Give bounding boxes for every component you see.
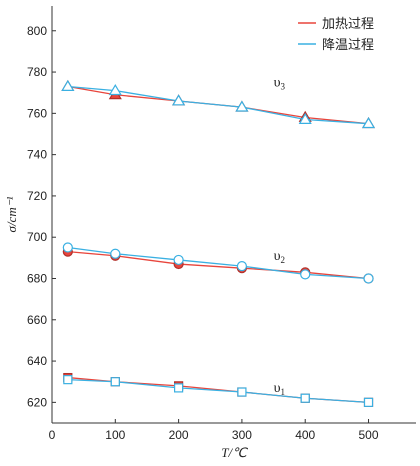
y-tick-label: 700	[27, 230, 47, 244]
data-point	[363, 273, 374, 284]
y-axis-label: σ/cm⁻¹	[4, 196, 19, 232]
annotation-subscript: 1	[281, 387, 286, 397]
y-tick-label: 760	[27, 106, 47, 120]
series-line	[67, 85, 369, 125]
axes: 0 100 200 300 400 500 620 640 660 680 700 720 740 760…	[27, 6, 416, 442]
series-υ2-cooling	[62, 242, 374, 284]
data-point	[298, 112, 312, 124]
data-point	[110, 377, 120, 387]
y-tick-label: 800	[27, 24, 47, 38]
data-point	[62, 242, 73, 253]
data-point	[110, 248, 121, 259]
data-point	[363, 397, 374, 407]
data-point	[300, 393, 310, 403]
annotation-base: υ	[274, 76, 281, 91]
data-point	[300, 269, 311, 280]
annotation-label: υ3	[274, 76, 286, 92]
x-axis-label: T/℃	[221, 445, 248, 460]
x-tick-label: 500	[359, 428, 379, 442]
series-υ3-cooling	[61, 79, 376, 129]
data-point	[235, 100, 249, 112]
annotation-label: υ2	[274, 249, 285, 265]
data-point	[63, 375, 73, 385]
annotation-base: υ	[274, 249, 281, 264]
annotation-label: υ1	[274, 381, 285, 397]
data-point	[172, 94, 186, 106]
y-tick-label: 720	[27, 189, 47, 203]
series-υ1-cooling	[63, 375, 374, 407]
series-line	[67, 378, 369, 404]
y-tick-label: 660	[27, 313, 47, 327]
y-tick-label: 620	[27, 395, 47, 409]
annotation-subscript: 3	[281, 82, 286, 92]
data-point	[61, 79, 75, 91]
data-point	[174, 383, 184, 393]
data-point	[237, 387, 247, 397]
annotation-subscript: 2	[281, 255, 286, 265]
x-tick-label: 400	[295, 428, 315, 442]
data-point	[108, 83, 122, 96]
x-tick-label: 100	[105, 428, 125, 442]
legend-label: 降温过程	[322, 38, 374, 53]
y-tick-label: 740	[27, 148, 47, 162]
series-layer	[61, 79, 376, 407]
data-point	[361, 116, 376, 129]
y-tick-label: 780	[27, 65, 47, 79]
series-line	[67, 251, 369, 280]
x-tick-label: 300	[232, 428, 252, 442]
x-tick-label: 200	[169, 428, 189, 442]
data-point	[236, 261, 248, 272]
annotation-base: υ	[274, 381, 281, 396]
y-tick-label: 640	[27, 354, 47, 368]
x-tick-label: 0	[49, 428, 56, 442]
data-point	[173, 254, 184, 266]
legend-label: 加热过程	[322, 17, 374, 32]
y-tick-label: 680	[27, 271, 47, 285]
series-line	[67, 246, 369, 280]
